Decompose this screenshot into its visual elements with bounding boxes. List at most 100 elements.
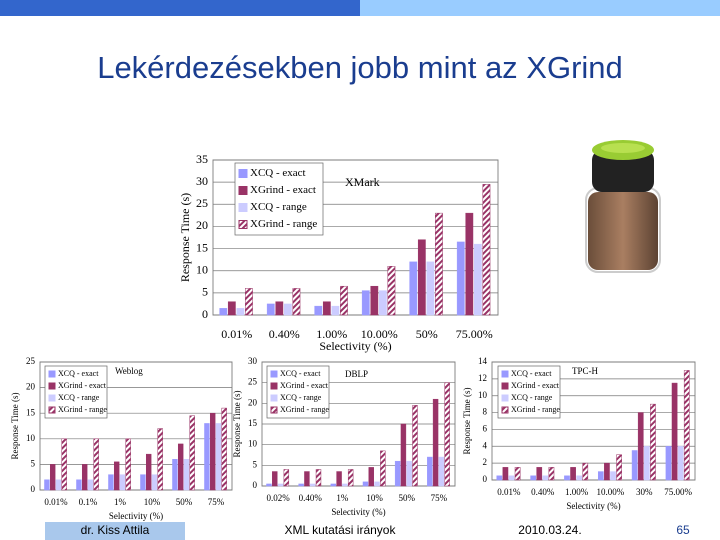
x-tick-label: 75%	[208, 497, 225, 507]
bar	[465, 212, 474, 316]
bar	[49, 464, 56, 491]
legend-label: XCQ - range	[58, 393, 100, 402]
y-tick-label: 5	[202, 285, 208, 299]
y-tick-label: 14	[478, 356, 488, 366]
bar	[331, 305, 340, 316]
bar	[570, 467, 576, 481]
bar	[380, 450, 386, 487]
legend-swatch	[238, 186, 248, 195]
legend-label: XGrind - exact	[280, 381, 329, 390]
bar	[576, 475, 583, 481]
legend-label: XCQ - range	[250, 201, 307, 213]
shaker-image	[585, 140, 661, 273]
legend-label: XCQ - range	[280, 393, 322, 402]
bar	[582, 462, 589, 481]
bar	[637, 412, 644, 481]
x-tick-label: 0.1%	[79, 497, 98, 507]
bar-chart: 0 5 10 15 20 25 0.01% 0.1% 1% 10% 50% 75% Selectivit…	[10, 356, 233, 521]
footer-author: dr. Kiss Attila	[81, 523, 150, 537]
legend-swatch	[501, 370, 509, 378]
y-axis-label: Response Time (s)	[462, 387, 472, 454]
x-axis-label: Selectivity (%)	[566, 501, 620, 511]
bar	[368, 467, 374, 487]
bar	[548, 467, 555, 481]
bar-chart: 0 5 10 15 20 25 30 35 0.01% 0.40% 1.00% 10.00% 50% 75…	[178, 152, 499, 353]
bar	[172, 459, 178, 491]
bar	[374, 481, 380, 487]
bar	[283, 469, 290, 487]
legend-label: XCQ - exact	[280, 369, 321, 378]
bar	[266, 483, 272, 487]
bar	[76, 479, 82, 491]
bar	[564, 475, 570, 481]
bar	[55, 479, 62, 491]
bar	[157, 428, 163, 491]
legend-swatch	[501, 394, 509, 402]
bar	[644, 446, 650, 481]
bar	[427, 456, 433, 487]
legend-swatch	[270, 370, 278, 378]
bar	[412, 405, 418, 487]
y-tick-label: 8	[483, 407, 488, 417]
legend-label: XGrind - range	[250, 218, 317, 230]
top-bar	[360, 0, 720, 16]
bar	[298, 483, 304, 487]
bar	[650, 403, 656, 481]
bar	[61, 438, 67, 491]
bar	[140, 474, 146, 491]
bar	[370, 285, 379, 316]
bar	[514, 467, 521, 481]
bar	[209, 412, 216, 491]
x-tick-label: 10%	[144, 497, 161, 507]
legend-swatch	[48, 394, 56, 402]
bar	[81, 464, 88, 491]
legend-swatch	[270, 406, 278, 414]
y-axis-label: Response Time (s)	[178, 193, 192, 282]
bar	[406, 460, 412, 487]
legend-label: XGrind - range	[511, 405, 560, 414]
x-tick-label: 1.00%	[565, 487, 589, 497]
legend-label: XGrind - range	[58, 405, 107, 414]
bar	[330, 483, 337, 487]
legend-swatch	[501, 406, 509, 414]
x-tick-label: 10.00%	[361, 327, 398, 341]
bar	[542, 475, 549, 481]
legend-label: XCQ - exact	[58, 369, 99, 378]
bar	[496, 475, 503, 481]
bar	[683, 370, 690, 481]
bar	[444, 382, 450, 487]
legend: XCQ - exact XGrind - exact XCQ - range XGri…	[497, 365, 561, 419]
x-tick-label: 0.02%	[266, 493, 290, 503]
bar	[409, 261, 418, 316]
bar	[474, 243, 482, 316]
bar	[530, 475, 536, 481]
bar	[145, 453, 152, 491]
bar	[502, 467, 509, 481]
bar	[426, 261, 435, 316]
y-tick-label: 20	[248, 397, 258, 407]
bar	[610, 471, 616, 481]
x-tick-label: 75.00%	[456, 327, 493, 341]
x-tick-label: 75%	[431, 493, 448, 503]
legend-box	[234, 162, 324, 236]
y-tick-label: 10	[478, 390, 488, 400]
bar	[119, 474, 126, 491]
bar	[665, 446, 672, 481]
bar	[87, 479, 94, 491]
y-tick-label: 5	[31, 458, 36, 468]
bar	[315, 469, 322, 487]
bar	[221, 407, 227, 491]
x-axis-label: Selectivity (%)	[319, 339, 391, 353]
bar	[151, 474, 158, 491]
x-tick-label: 50%	[416, 327, 438, 341]
bar	[204, 423, 210, 491]
bar	[292, 288, 301, 316]
y-tick-label: 25	[196, 196, 208, 210]
x-tick-label: 10%	[366, 493, 383, 503]
bar	[417, 239, 426, 316]
y-tick-label: 6	[483, 423, 488, 433]
bar	[379, 290, 387, 316]
footer-page: 65	[676, 523, 690, 537]
